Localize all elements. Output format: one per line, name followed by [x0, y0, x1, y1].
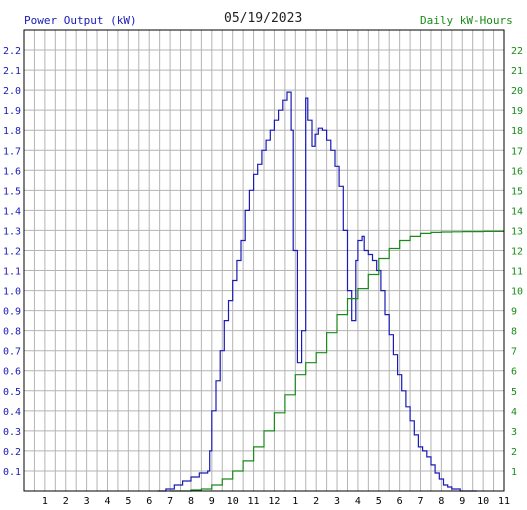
x-tick-label: 1: [42, 496, 48, 507]
left-tick-label: 0.5: [3, 387, 21, 398]
x-tick-label: 5: [125, 496, 131, 507]
left-axis-title: Power Output (kW): [24, 14, 137, 27]
x-tick-label: 9: [459, 496, 465, 507]
right-tick-label: 18: [511, 126, 523, 137]
x-tick-label: 3: [84, 496, 90, 507]
x-tick-label: 11: [248, 496, 260, 507]
x-tick-label: 10: [477, 496, 489, 507]
left-tick-label: 1.8: [3, 126, 21, 137]
daily-kwh-line: [170, 230, 504, 492]
left-tick-label: 0.7: [3, 347, 21, 358]
left-tick-label: 1.9: [3, 106, 21, 117]
left-tick-label: 0.8: [3, 327, 21, 338]
left-tick-label: 1.5: [3, 186, 21, 197]
left-tick-label: 0.4: [3, 407, 21, 418]
left-tick-label: 1.1: [3, 267, 21, 278]
x-tick-label: 7: [167, 496, 173, 507]
left-tick-label: 0.1: [3, 467, 21, 478]
left-tick-label: 2.0: [3, 86, 21, 97]
right-tick-label: 15: [511, 186, 523, 197]
left-tick-label: 1.6: [3, 166, 21, 177]
right-axis-title: Daily kW-Hours: [420, 14, 513, 27]
right-tick-label: 17: [511, 146, 523, 157]
right-tick-label: 7: [511, 347, 517, 358]
power-output-line: [157, 91, 477, 492]
right-tick-label: 12: [511, 246, 523, 257]
right-tick-label: 21: [511, 66, 523, 77]
left-tick-label: 1.3: [3, 226, 21, 237]
x-tick-label: 7: [418, 496, 424, 507]
left-tick-label: 1.7: [3, 146, 21, 157]
x-tick-label: 9: [209, 496, 215, 507]
right-tick-label: 5: [511, 387, 517, 398]
left-tick-label: 0.6: [3, 367, 21, 378]
left-tick-label: 1.0: [3, 287, 21, 298]
left-tick-label: 1.4: [3, 206, 21, 217]
right-tick-label: 13: [511, 226, 523, 237]
right-tick-label: 6: [511, 367, 517, 378]
right-tick-label: 9: [511, 307, 517, 318]
x-tick-label: 8: [188, 496, 194, 507]
right-tick-label: 11: [511, 267, 523, 278]
x-tick-label: 6: [146, 496, 152, 507]
right-tick-label: 1: [511, 467, 517, 478]
x-tick-label: 1: [292, 496, 298, 507]
x-tick-label: 2: [63, 496, 69, 507]
right-tick-label: 22: [511, 46, 523, 57]
plot-frame: [23, 29, 505, 492]
right-tick-label: 3: [511, 427, 517, 438]
left-tick-label: 1.2: [3, 246, 21, 257]
right-tick-label: 19: [511, 106, 523, 117]
left-tick-label: 0.2: [3, 447, 21, 458]
right-tick-label: 14: [511, 206, 523, 217]
x-tick-label: 6: [397, 496, 403, 507]
x-tick-label: 4: [104, 496, 110, 507]
left-tick-label: 0.3: [3, 427, 21, 438]
x-tick-label: 8: [438, 496, 444, 507]
right-tick-label: 4: [511, 407, 517, 418]
left-tick-label: 0.9: [3, 307, 21, 318]
left-tick-label: 2.1: [3, 66, 21, 77]
right-tick-label: 8: [511, 327, 517, 338]
x-tick-label: 10: [227, 496, 239, 507]
left-tick-label: 2.2: [3, 46, 21, 57]
x-tick-label: 12: [268, 496, 280, 507]
right-tick-label: 10: [511, 287, 523, 298]
right-tick-label: 2: [511, 447, 517, 458]
right-tick-label: 16: [511, 166, 523, 177]
x-tick-label: 11: [498, 496, 510, 507]
right-tick-label: 20: [511, 86, 523, 97]
chart-title: 05/19/2023: [224, 11, 303, 26]
x-tick-label: 2: [313, 496, 319, 507]
x-tick-label: 4: [355, 496, 361, 507]
x-tick-label: 3: [334, 496, 340, 507]
x-tick-label: 5: [376, 496, 382, 507]
